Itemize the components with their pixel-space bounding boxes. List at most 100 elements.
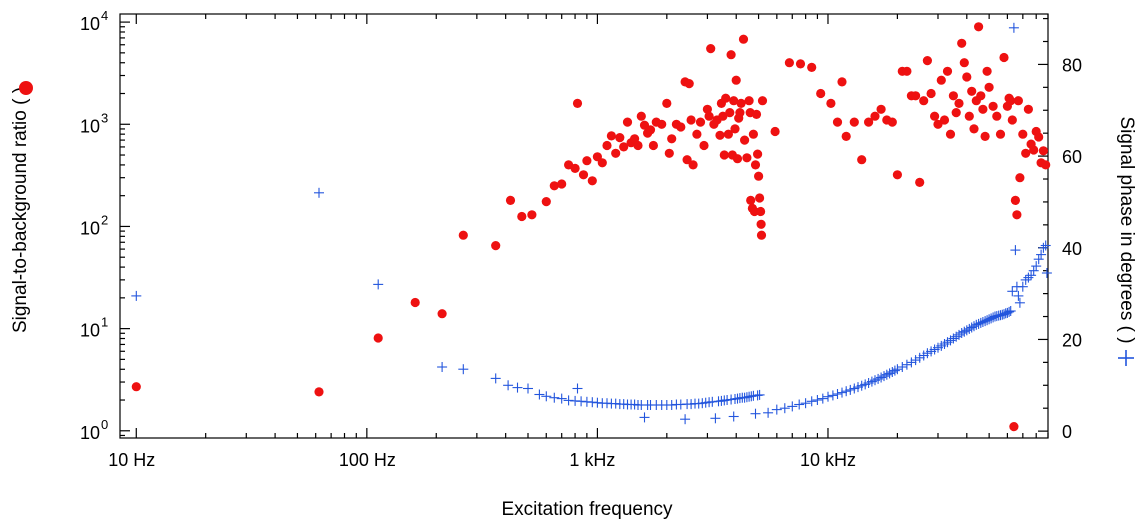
snr-point [982, 66, 992, 76]
phase-point [1008, 22, 1019, 33]
snr-point [611, 148, 621, 158]
snr-point [756, 206, 766, 217]
snr-point [876, 104, 886, 114]
x-axis-title: Excitation frequency [501, 499, 673, 520]
snr-point [702, 104, 713, 114]
phase-point [884, 368, 895, 379]
x-tick-label: 10 Hz [108, 450, 155, 470]
snr-point [682, 155, 692, 165]
phase-point [1033, 254, 1044, 265]
snr-point [945, 129, 956, 139]
y-left-tick-label: 10 4 [80, 8, 108, 34]
snr-point [695, 117, 706, 127]
snr-point [870, 111, 880, 121]
snr-point [942, 66, 953, 76]
phase-point [1013, 290, 1024, 301]
snr-point [951, 108, 961, 118]
y-left-marker-circle-icon [19, 81, 33, 95]
phase-point [1020, 274, 1031, 285]
snr-point [807, 62, 817, 72]
y-left-tick-base: 10 [80, 321, 100, 341]
phase-point [1007, 286, 1018, 297]
y-right-tick-label: 60 [1062, 147, 1082, 167]
snr-point [744, 96, 754, 106]
phase-point [710, 413, 721, 424]
plot-frame [119, 13, 1049, 439]
snr-point [410, 297, 420, 308]
snr-point [995, 129, 1006, 139]
snr-point [742, 153, 752, 163]
y-left-tick-exponent: 0 [101, 417, 108, 432]
snr-point [692, 129, 702, 139]
phase-point [534, 389, 545, 400]
phase-point [966, 322, 977, 333]
y-left-tick-exponent: 1 [101, 315, 108, 330]
phase-point [1038, 242, 1049, 253]
phase-point [1036, 249, 1047, 260]
snr-point [748, 129, 759, 139]
phase-point [1023, 272, 1034, 283]
snr-point [505, 195, 516, 205]
snr-point [557, 179, 567, 189]
x-tick-label: 100 Hz [339, 450, 396, 470]
y-left-axis-title: Signal-to-background ratio ( ) [10, 87, 31, 333]
phase-point [841, 386, 852, 397]
phase-point [879, 371, 889, 382]
y-left-tick-label: 10 3 [80, 110, 108, 136]
x-tick-label: 10 kHz [800, 450, 856, 470]
axis-ticks [120, 14, 1049, 438]
x-tick-labels: 10 Hz 100 Hz 1 kHz 10 kHz [108, 450, 856, 470]
snr-point [615, 133, 625, 143]
snr-point [933, 119, 943, 129]
phase-point [1041, 268, 1052, 278]
phase-point [956, 328, 967, 338]
phase-point [973, 318, 984, 329]
snr-point [725, 108, 735, 118]
snr-point [740, 135, 750, 145]
phase-point [1028, 265, 1039, 276]
series-signal-phase [131, 22, 1052, 425]
phase-point [314, 187, 324, 198]
snr-point [732, 154, 743, 164]
phase-point [806, 396, 817, 407]
snr-point [887, 117, 897, 127]
snr-point [992, 111, 1002, 121]
snr-point [636, 111, 646, 121]
y-right-marker-plus-icon [1118, 350, 1134, 366]
snr-point [645, 125, 656, 135]
y-left-tick-label: 10 1 [80, 315, 108, 341]
phase-point [1017, 281, 1028, 292]
phase-point [512, 382, 523, 393]
snr-point [939, 115, 950, 125]
snr-point [719, 150, 729, 160]
snr-point [541, 197, 551, 207]
snr-point [730, 124, 740, 134]
snr-point [753, 149, 763, 159]
snr-point [606, 131, 617, 141]
snr-point [756, 219, 766, 229]
snr-point [1034, 132, 1044, 142]
snr-point [954, 98, 964, 108]
snr-point [688, 160, 698, 170]
phase-point [897, 362, 908, 372]
phase-point [728, 411, 739, 422]
snr-point [578, 170, 589, 180]
y-left-tick-base: 10 [80, 218, 100, 238]
snr-point [1041, 160, 1051, 170]
snr-point [978, 104, 988, 114]
phase-point [750, 408, 761, 419]
phase-point [914, 352, 925, 363]
snr-point [962, 72, 972, 82]
snr-point [1021, 148, 1031, 158]
y-right-tick-label: 40 [1062, 239, 1082, 259]
phase-point [910, 355, 921, 366]
phase-point [837, 387, 847, 398]
snr-point [816, 88, 826, 99]
snr-point [974, 22, 984, 32]
phase-point [794, 399, 805, 410]
y-left-tick-base: 10 [80, 14, 100, 34]
snr-point [602, 140, 612, 151]
snr-point [984, 82, 994, 92]
phase-point [986, 313, 997, 324]
